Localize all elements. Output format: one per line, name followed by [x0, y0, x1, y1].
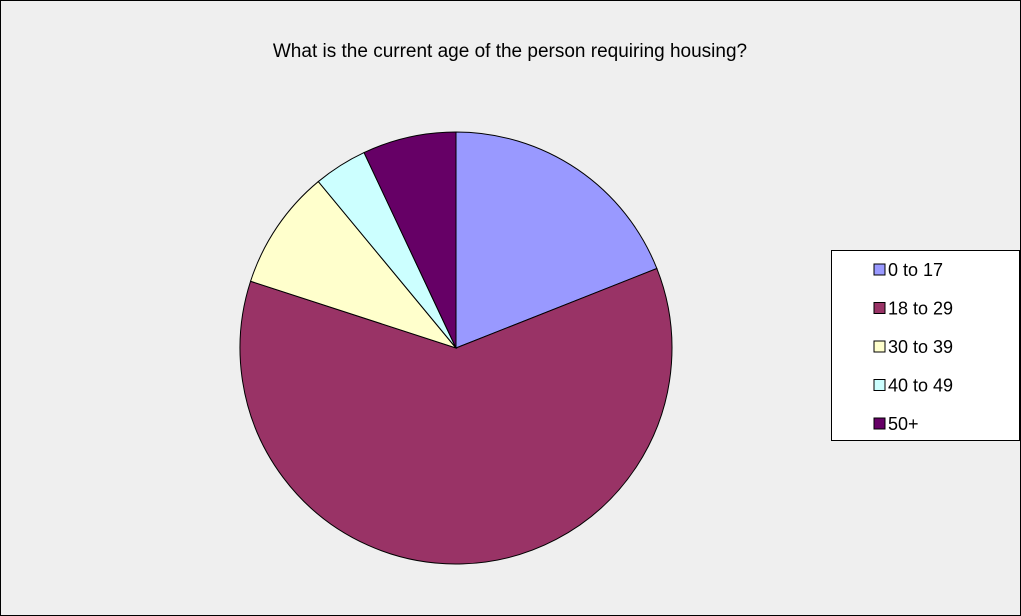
legend-swatch [873, 263, 886, 276]
pie-slice [455, 131, 658, 349]
legend-swatch [873, 379, 886, 391]
legend-label: 40 to 49 [888, 375, 953, 395]
legend-label: 0 to 17 [888, 260, 943, 280]
legend-swatch [873, 340, 886, 353]
legend-swatch [873, 417, 886, 430]
chart-title: What is the current age of the person re… [273, 41, 747, 62]
legend-label: 18 to 29 [888, 298, 953, 318]
legend-label: 30 to 39 [888, 337, 953, 357]
legend-box [831, 250, 1020, 441]
legend-label: 50+ [888, 414, 919, 434]
pie-slice [249, 180, 458, 350]
pie-slice [363, 131, 457, 349]
pie-slice [239, 267, 673, 565]
legend-swatch [873, 302, 886, 314]
